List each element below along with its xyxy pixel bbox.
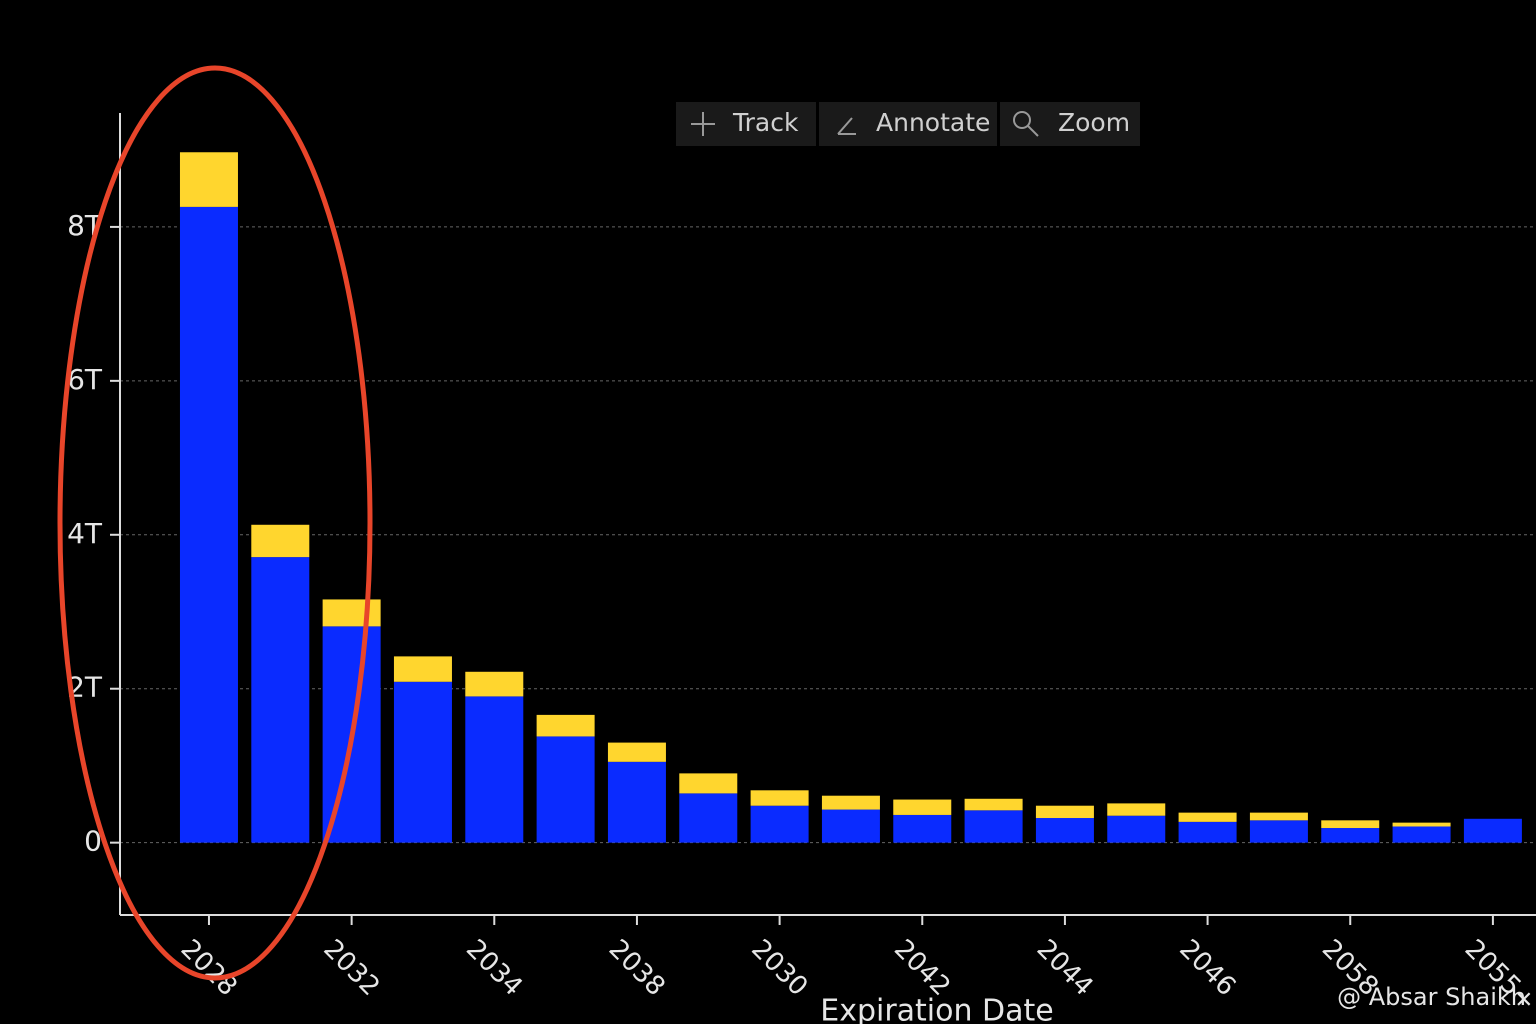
bar-segment	[750, 805, 809, 843]
bar-segment	[893, 799, 952, 815]
bar-segment	[679, 793, 738, 843]
track-label[interactable]: Track	[732, 108, 799, 137]
bar-segment	[964, 798, 1023, 811]
bar-segment	[1392, 822, 1451, 827]
bar-segment	[1463, 818, 1522, 843]
y-tick-label: 6T	[67, 363, 103, 396]
toolbar: Track Annotate Zoom	[676, 102, 1140, 146]
bar-segment	[1178, 812, 1237, 822]
bar-segment	[750, 790, 809, 806]
bar-segment	[1321, 820, 1380, 829]
annotate-icon	[837, 117, 856, 135]
bar-segment	[1035, 818, 1094, 843]
annotate-label[interactable]: Annotate	[876, 108, 990, 137]
bar-segment	[964, 810, 1023, 843]
zoom-icon	[1013, 111, 1031, 129]
x-axis-label: Expiration Date	[820, 994, 1054, 1024]
y-tick-label: 4T	[67, 517, 103, 550]
bar-segment	[179, 152, 238, 207]
bar-segment	[1107, 803, 1166, 816]
bar-segment	[607, 742, 666, 762]
bar-segment	[1249, 820, 1308, 843]
watermark: @ Absar Shaikh	[1337, 983, 1526, 1011]
bar-segment	[251, 557, 310, 843]
bar-segment	[393, 681, 452, 843]
bar-segment	[607, 761, 666, 843]
zoom-icon	[1027, 125, 1039, 137]
bar-segment	[821, 795, 880, 810]
zoom-label[interactable]: Zoom	[1058, 108, 1130, 137]
bar-segment	[1321, 828, 1380, 843]
bar-segment	[1392, 826, 1451, 843]
bar-segment	[179, 206, 238, 843]
annotate-button[interactable]	[819, 102, 997, 146]
bar-segment	[1249, 812, 1308, 821]
bar-segment	[1035, 805, 1094, 819]
bar-segment	[251, 524, 310, 558]
bar-segment	[679, 773, 738, 794]
bar-segment	[821, 809, 880, 843]
bar-segment	[536, 714, 595, 737]
highlight-ellipse	[57, 65, 373, 981]
y-tick-label: 0	[84, 825, 102, 858]
bar-segment	[893, 814, 952, 843]
bar-segment	[1178, 821, 1237, 843]
bar-segment	[393, 656, 452, 682]
bar-segment	[322, 599, 381, 627]
bar-segment	[465, 671, 524, 697]
track-icon	[691, 112, 715, 136]
bar-segment	[536, 736, 595, 843]
zoom-button[interactable]	[1000, 102, 1140, 146]
bar-segment	[465, 696, 524, 843]
bar-segment	[1107, 815, 1166, 843]
